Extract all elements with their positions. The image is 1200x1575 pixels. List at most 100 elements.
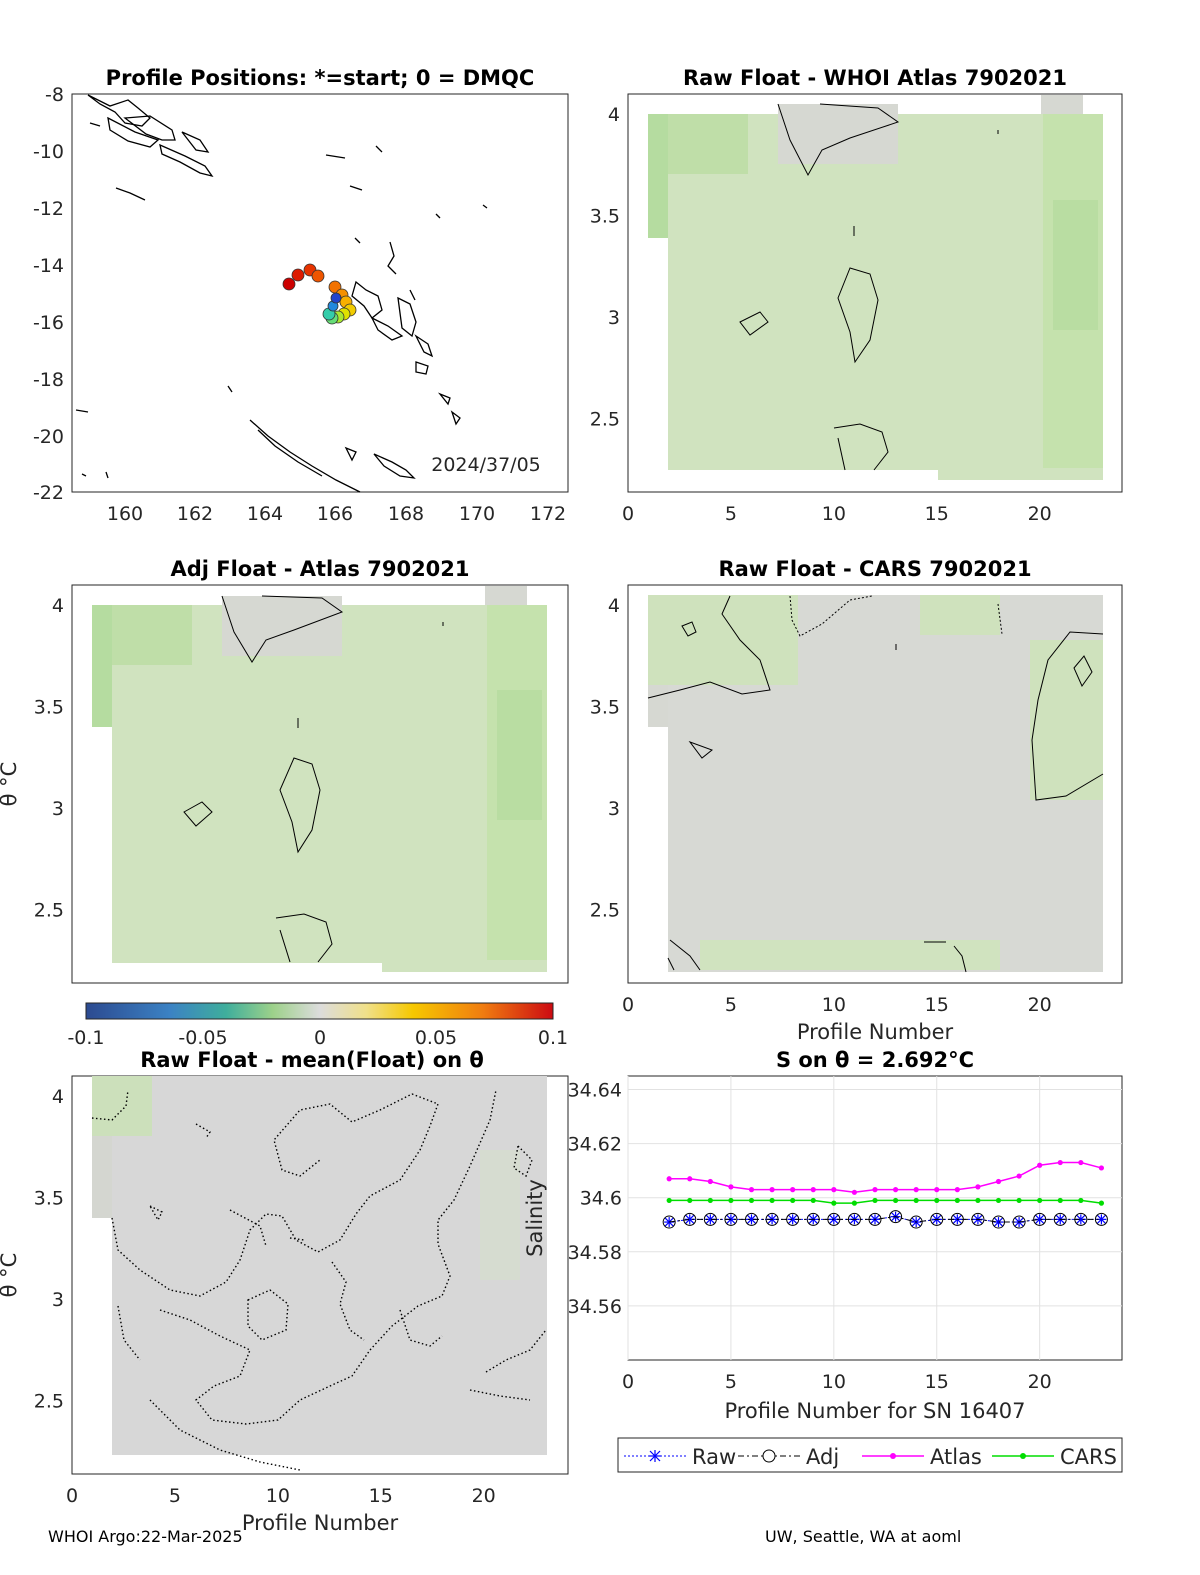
legend-marker [649,1450,661,1462]
theta-x-tick: 5 [725,503,737,525]
salinity-panel: S on θ = 2.692°C 0 5 10 15 20 34.64 34.62 34.6 3… [523,1048,1123,1473]
data-point [1094,1212,1108,1226]
map-y-tick: -14 [33,255,64,277]
theta-x-tick: 10 [822,503,846,525]
series-line-atlas [669,1161,1102,1194]
footer-left: WHOI Argo:22-Mar-2025 [48,1527,243,1546]
data-point [889,1210,903,1224]
data-point [831,1200,837,1206]
field-fill [92,1076,547,1455]
data-point [748,1187,755,1193]
data-point [728,1184,734,1190]
map-x-ticks: 160 162 164 166 168 170 172 [107,503,566,525]
theta-y-tick: 3 [52,798,64,820]
data-point [786,1212,800,1226]
data-point [703,1212,717,1226]
map-x-tick: 164 [247,503,283,525]
map-y-tick: -10 [33,141,64,163]
adj-atlas-panel: Adj Float - Atlas 7902021 θ °C [0,557,569,984]
data-point [728,1197,734,1204]
legend-label: CARS [1060,1445,1117,1469]
theta-x-tick: 20 [1028,994,1052,1016]
data-point [666,1176,672,1182]
theta-y-tick: 2.5 [34,899,64,921]
colorbar-tick: 0.05 [415,1027,457,1049]
data-point [1016,1197,1022,1204]
colorbar-tick: -0.1 [67,1027,104,1049]
theta-x-tick: 0 [622,503,634,525]
salinity-legend: Raw Adj Atlas CARS [617,1437,1123,1473]
colorbar-tick: 0.1 [538,1027,568,1049]
legend-label: Adj [806,1445,839,1469]
map-y-tick: -12 [33,198,64,220]
map-title: Profile Positions: *=start; 0 = DMQC [106,66,535,90]
cars-xlabel: Profile Number [797,1020,954,1044]
map-y-tick: -8 [45,84,64,106]
theta-panel-ticks: 4 3.5 3 2.5 0 5 10 15 20 4 3.5 3 2.5 4 3.5 3 2.5 0 5 10 15 20… [34,104,1052,1507]
theta-y-tick: 2.5 [590,408,620,430]
data-point [934,1187,940,1193]
cars-title: Raw Float - CARS 7902021 [718,557,1031,581]
data-point [790,1187,796,1193]
data-point [847,1212,861,1226]
map-x-tick: 160 [107,503,143,525]
data-point [1033,1212,1047,1226]
data-point [851,1200,858,1206]
theta-y-tick: 3.5 [34,1187,64,1209]
data-point [1057,1159,1063,1166]
data-point [868,1212,882,1226]
salinity-ylabel: Salinity [523,1179,547,1257]
theta-x-tick: 10 [822,994,846,1016]
salinity-series [662,1159,1108,1229]
data-point [707,1178,713,1185]
data-point [934,1197,940,1204]
data-point [769,1197,775,1204]
mean-xlabel: Profile Number [242,1511,399,1535]
theta-y-tick: 3.5 [34,696,64,718]
data-point [930,1212,944,1226]
salinity-ticks: 0 5 10 15 20 34.64 34.62 34.6 34.58 34.56 [568,1080,1052,1393]
field-fill [648,95,1103,480]
salinity-y-tick: 34.62 [568,1134,622,1156]
theta-y-tick: 4 [608,104,620,126]
theta-x-tick: 15 [369,1485,393,1507]
cars-panel: Raw Float - CARS 7902021 [627,557,1123,984]
data-point [1057,1197,1063,1204]
theta-y-tick: 3 [608,307,620,329]
data-point [806,1212,820,1226]
data-point [1012,1215,1026,1229]
map-panel: Profile Positions: *=start; 0 = DMQC [33,66,569,525]
field-fill [648,595,1103,972]
theta-x-tick: 15 [925,994,949,1016]
theta-x-tick: 0 [622,994,634,1016]
salinity-y-tick: 34.56 [568,1296,622,1318]
data-point [765,1212,779,1226]
theta-y-tick: 4 [52,595,64,617]
adj-atlas-title: Adj Float - Atlas 7902021 [170,557,469,581]
data-point [1098,1200,1105,1206]
map-x-tick: 168 [388,503,424,525]
data-point [1037,1162,1043,1168]
data-point [995,1197,1002,1204]
map-x-tick: 172 [530,503,566,525]
contours [91,1089,547,1471]
theta-y-tick: 2.5 [34,1390,64,1412]
contours [183,595,444,963]
adj-ylabel: θ °C [0,762,21,807]
theta-x-tick: 5 [169,1485,181,1507]
profile-markers [282,263,357,325]
data-point [954,1197,960,1204]
data-point [1053,1212,1067,1226]
theta-y-tick: 3.5 [590,205,620,227]
data-point [913,1197,919,1204]
data-point [687,1197,693,1204]
data-point [954,1187,960,1193]
data-point [707,1197,713,1204]
theta-y-tick: 3 [52,1289,64,1311]
salinity-x-tick: 10 [822,1371,846,1393]
map-y-tick: -22 [33,482,64,504]
whoi-atlas-title: Raw Float - WHOI Atlas 7902021 [683,66,1067,90]
data-point [992,1215,1005,1229]
data-point [683,1212,697,1226]
